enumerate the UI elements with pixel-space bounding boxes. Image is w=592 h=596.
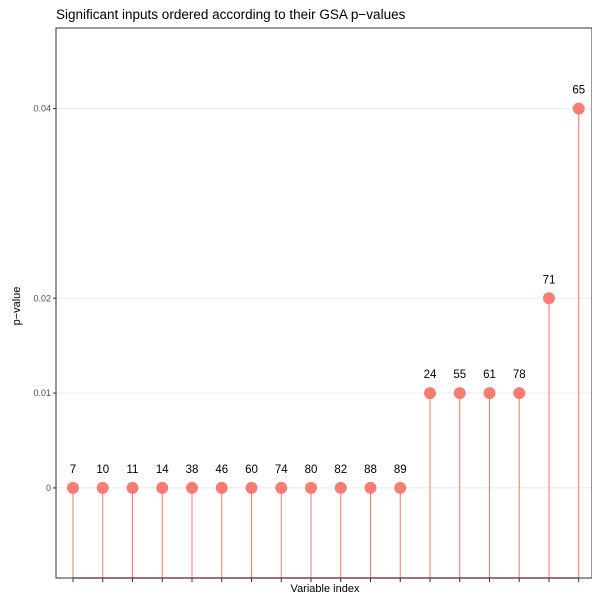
- data-label: 61: [483, 369, 496, 381]
- data-point: [483, 387, 496, 400]
- y-tick-label: 0.02: [33, 293, 51, 303]
- y-axis-title: p−value: [11, 287, 23, 326]
- data-label: 46: [215, 464, 228, 476]
- chart-title: Significant inputs ordered according to …: [56, 7, 406, 22]
- data-point: [275, 481, 288, 494]
- x-axis-ticks: [72, 578, 580, 582]
- data-label: 60: [245, 464, 258, 476]
- x-axis-title: Variable index: [291, 583, 360, 595]
- data-point: [245, 481, 258, 494]
- data-label: 71: [543, 274, 556, 286]
- plot-panel-border: [55, 27, 592, 579]
- data-point: [215, 481, 228, 494]
- y-tick-label: 0.04: [33, 104, 51, 114]
- grid: [56, 108, 592, 489]
- data-point: [453, 387, 466, 400]
- data-point: [96, 481, 109, 494]
- data-point: [543, 292, 555, 305]
- data-label: 78: [513, 369, 526, 381]
- data-label: 10: [96, 464, 109, 476]
- points: [67, 102, 585, 494]
- data-point: [424, 387, 436, 400]
- data-label: 11: [127, 464, 139, 476]
- data-point: [305, 481, 317, 494]
- data-point: [572, 102, 585, 115]
- data-point: [334, 481, 347, 494]
- data-point: [394, 481, 407, 494]
- data-label: 24: [424, 369, 437, 381]
- data-point: [186, 481, 198, 494]
- data-point: [126, 481, 139, 494]
- y-tick-label: 0.01: [33, 388, 51, 398]
- data-label: 74: [275, 464, 288, 476]
- data-labels: 7 10 11 14 38 46 60 74 80 82 88 89 24 55 61 78 71 65: [70, 85, 585, 476]
- stems: [72, 108, 580, 579]
- data-label: 89: [394, 464, 407, 476]
- y-tick-label: 0: [46, 483, 51, 493]
- data-label: 14: [156, 464, 169, 476]
- data-label: 7: [70, 464, 76, 476]
- data-label: 80: [305, 464, 318, 476]
- data-point: [364, 481, 377, 494]
- data-point: [156, 481, 169, 494]
- data-point: [67, 481, 79, 494]
- y-axis-ticks: 0 0.01 0.02 0.04: [33, 104, 56, 493]
- data-label: 38: [186, 464, 199, 476]
- data-point: [513, 387, 526, 400]
- data-label: 82: [334, 464, 347, 476]
- data-label: 55: [453, 369, 466, 381]
- data-label: 65: [572, 85, 585, 97]
- data-label: 88: [364, 464, 377, 476]
